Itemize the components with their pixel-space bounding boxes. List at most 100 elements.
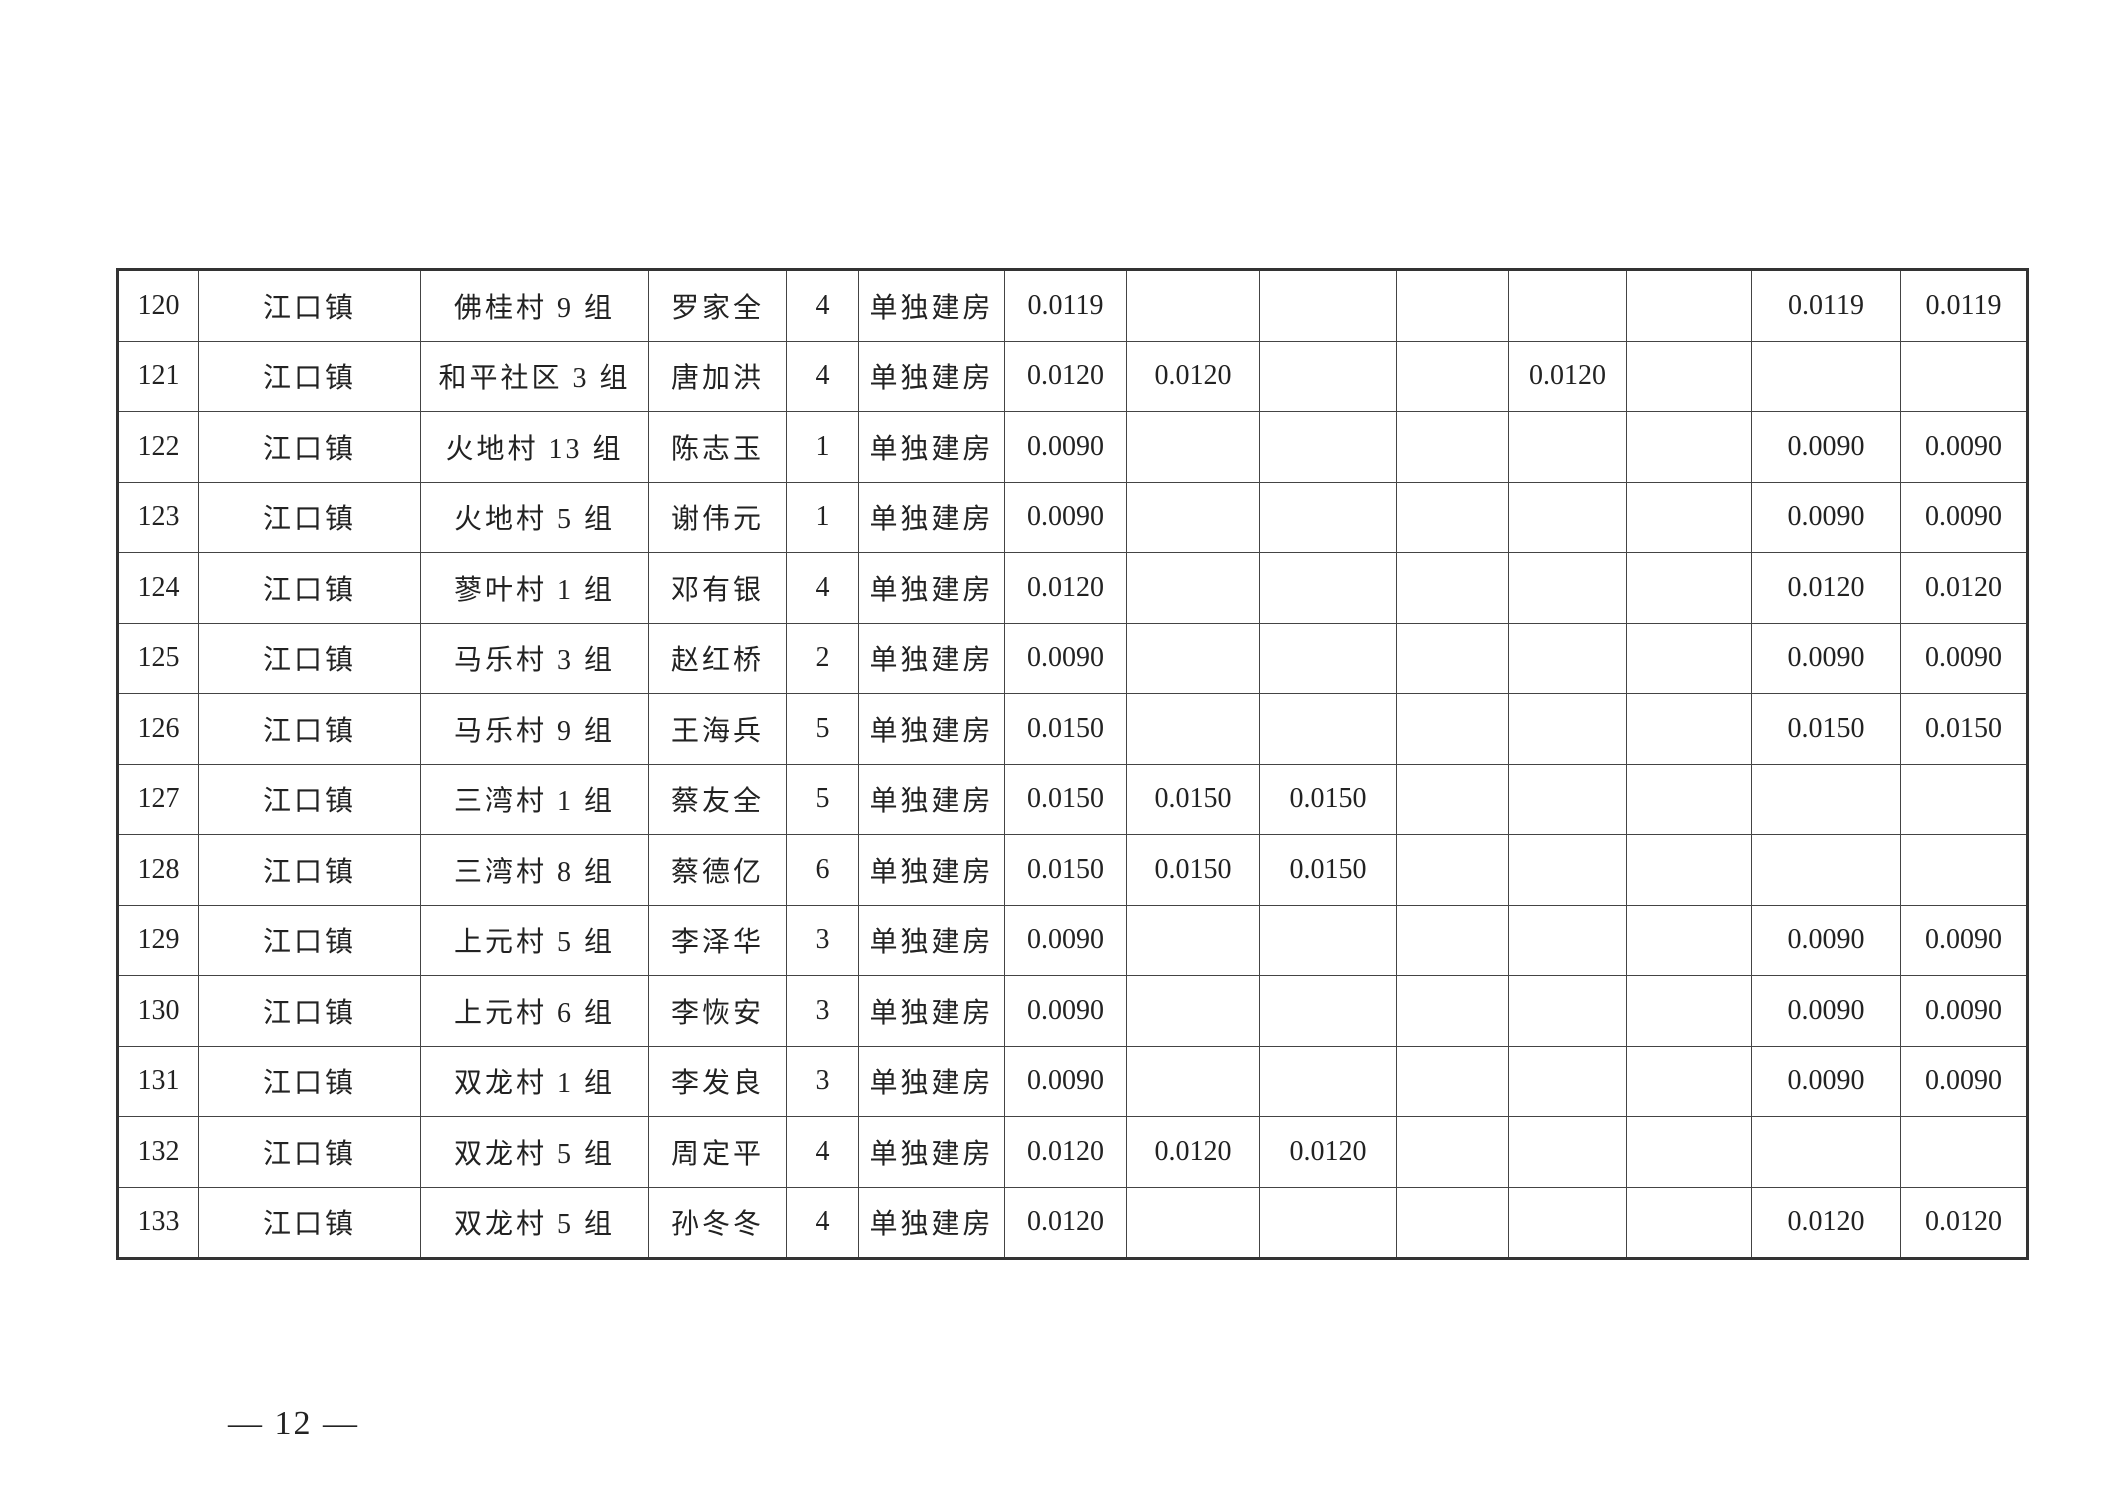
table-cell: 单独建房: [858, 552, 1005, 624]
table-cell: 上元村 6 组: [420, 975, 649, 1047]
table-cell: 马乐村 9 组: [420, 693, 649, 765]
table-cell: 单独建房: [858, 622, 1005, 694]
table-cell: 0.0090: [1900, 975, 2028, 1047]
table-cell: 4: [786, 552, 859, 624]
table-cell: 单独建房: [858, 340, 1005, 412]
table-cell: 赵红桥: [648, 622, 787, 694]
table-cell: [1126, 1186, 1260, 1259]
table-cell: 和平社区 3 组: [420, 340, 649, 412]
table-cell: [1126, 975, 1260, 1047]
table-cell: 1: [786, 481, 859, 553]
table-cell: 0.0119: [1900, 269, 2028, 342]
table-cell: 0.0120: [1508, 340, 1627, 412]
table-cell: 江口镇: [198, 552, 421, 624]
table-cell: 0.0090: [1900, 1045, 2028, 1117]
table-cell: 0.0090: [1004, 975, 1127, 1047]
table-cell: [1126, 481, 1260, 553]
table-cell: [1508, 481, 1627, 553]
table-cell: [1259, 622, 1397, 694]
table-cell: [1396, 481, 1509, 553]
table-cell: 双龙村 5 组: [420, 1116, 649, 1188]
table-cell: 0.0090: [1900, 622, 2028, 694]
table-cell: 0.0090: [1004, 411, 1127, 483]
table-cell: [1396, 340, 1509, 412]
table-cell: 单独建房: [858, 975, 1005, 1047]
table-cell: 江口镇: [198, 834, 421, 906]
page-number: — 12 —: [228, 1405, 359, 1442]
table-cell: 火地村 5 组: [420, 481, 649, 553]
table-cell: 0.0119: [1751, 269, 1901, 342]
table-cell: 0.0090: [1751, 975, 1901, 1047]
table-cell: 邓有银: [648, 552, 787, 624]
table-cell: [1396, 904, 1509, 976]
table-cell: 4: [786, 1186, 859, 1259]
table-cell: 125: [117, 622, 199, 694]
table-row: 120 江口镇 佛桂村 9 组罗家全 4 单独建房 0.0119 0.0119 0.0119: [117, 269, 2028, 342]
table-cell: 唐加洪: [648, 340, 787, 412]
table-cell: 蓼叶村 1 组: [420, 552, 649, 624]
table-cell: 江口镇: [198, 1116, 421, 1188]
table-cell: 131: [117, 1045, 199, 1117]
table-cell: [1508, 269, 1627, 342]
table-cell: 0.0150: [1126, 763, 1260, 835]
table-cell: [1396, 1116, 1509, 1188]
table-cell: [1126, 552, 1260, 624]
table-cell: [1508, 1116, 1627, 1188]
table-row: 133 江口镇 双龙村 5 组孙冬冬 4 单独建房 0.0120 0.0120 0.0120: [117, 1186, 2028, 1259]
table-cell: 单独建房: [858, 1045, 1005, 1117]
table-cell: 三湾村 8 组: [420, 834, 649, 906]
table-cell: 0.0090: [1004, 622, 1127, 694]
table-cell: [1259, 975, 1397, 1047]
table-cell: 129: [117, 904, 199, 976]
table-cell: [1508, 904, 1627, 976]
table-cell: 江口镇: [198, 904, 421, 976]
table-cell: [1508, 763, 1627, 835]
table-cell: 双龙村 5 组: [420, 1186, 649, 1259]
table-cell: 江口镇: [198, 481, 421, 553]
table-cell: [1259, 693, 1397, 765]
table-cell: [1396, 975, 1509, 1047]
table-cell: 单独建房: [858, 481, 1005, 553]
table-cell: [1396, 834, 1509, 906]
table-row: 131 江口镇 双龙村 1 组李发良 3 单独建房 0.0090 0.0090 0.0090: [117, 1045, 2028, 1117]
table-cell: 124: [117, 552, 199, 624]
table-cell: [1626, 1116, 1752, 1188]
table-cell: 133: [117, 1186, 199, 1259]
table-cell: [1126, 411, 1260, 483]
table-cell: [1396, 1045, 1509, 1117]
table-cell: [1259, 411, 1397, 483]
table-cell: 0.0090: [1751, 622, 1901, 694]
table-cell: 0.0150: [1004, 693, 1127, 765]
table-cell: 0.0120: [1126, 340, 1260, 412]
table-cell: 2: [786, 622, 859, 694]
table-row: 126 江口镇 马乐村 9 组王海兵 5 单独建房 0.0150 0.0150 0.0150: [117, 693, 2028, 765]
table-cell: 0.0119: [1004, 269, 1127, 342]
table-cell: 江口镇: [198, 693, 421, 765]
table-cell: [1259, 1045, 1397, 1117]
table-cell: [1626, 904, 1752, 976]
table-cell: [1126, 1045, 1260, 1117]
table-cell: 单独建房: [858, 1116, 1005, 1188]
table-cell: [1508, 622, 1627, 694]
table-cell: 6: [786, 834, 859, 906]
table-cell: 江口镇: [198, 622, 421, 694]
table-cell: 江口镇: [198, 340, 421, 412]
table-cell: 0.0120: [1004, 1116, 1127, 1188]
table-row: 121 江口镇 和平社区 3 组唐加洪 4 单独建房 0.0120 0.0120 0.0120: [117, 340, 2028, 412]
table-cell: [1508, 411, 1627, 483]
table-cell: 佛桂村 9 组: [420, 269, 649, 342]
table-cell: 蔡友全: [648, 763, 787, 835]
table-cell: 0.0090: [1004, 1045, 1127, 1117]
table-row: 124 江口镇 蓼叶村 1 组邓有银 4 单独建房 0.0120 0.0120 0.0120: [117, 552, 2028, 624]
table-cell: 121: [117, 340, 199, 412]
table-cell: 单独建房: [858, 904, 1005, 976]
table-cell: 单独建房: [858, 269, 1005, 342]
table-cell: [1126, 622, 1260, 694]
table-cell: 江口镇: [198, 975, 421, 1047]
table-cell: 单独建房: [858, 693, 1005, 765]
table-cell: 江口镇: [198, 269, 421, 342]
table-cell: 0.0150: [1126, 834, 1260, 906]
table-cell: [1126, 693, 1260, 765]
table-cell: [1626, 269, 1752, 342]
table-cell: 4: [786, 1116, 859, 1188]
